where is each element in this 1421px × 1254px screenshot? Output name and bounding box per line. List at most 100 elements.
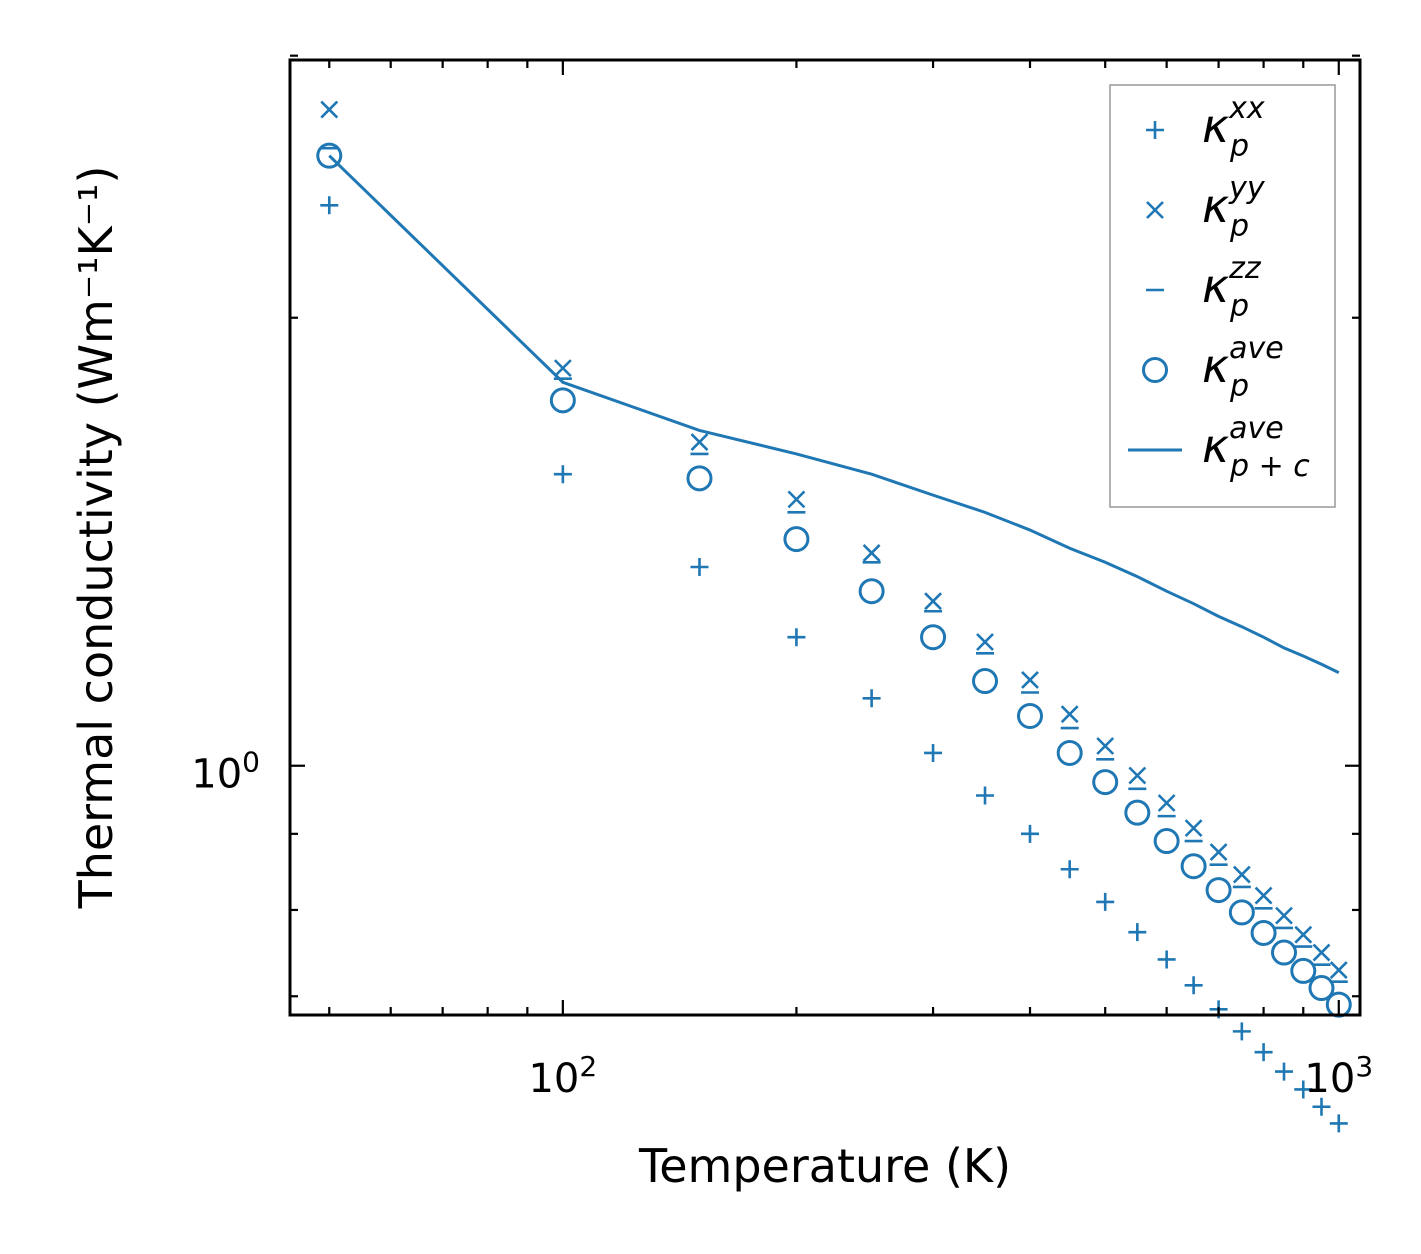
data-point <box>1060 860 1079 879</box>
series-kappa_p+c^ave <box>328 154 1340 674</box>
circle-marker <box>920 624 947 651</box>
data-point <box>320 100 339 119</box>
circle-marker <box>1250 919 1277 946</box>
circle-marker <box>1205 877 1232 904</box>
circle-marker <box>1056 739 1083 766</box>
circle-marker <box>316 142 343 169</box>
plus-marker <box>1146 121 1164 139</box>
circle-marker <box>972 668 999 695</box>
circle-marker <box>1142 357 1168 383</box>
data-point <box>1128 766 1147 785</box>
data-point <box>976 786 995 805</box>
plus-marker <box>320 196 339 215</box>
plus-marker <box>1312 1097 1331 1116</box>
x-marker <box>1184 819 1203 838</box>
data-point <box>553 465 572 484</box>
data-point <box>1153 828 1180 855</box>
plus-marker <box>1060 860 1079 879</box>
data-point <box>787 490 806 509</box>
plus-marker <box>1096 892 1115 911</box>
plus-marker <box>1128 923 1147 942</box>
x-marker <box>976 633 994 651</box>
data-point <box>972 668 999 695</box>
plus-marker <box>1275 1062 1294 1081</box>
circle-marker <box>858 578 885 605</box>
data-point <box>1157 950 1176 969</box>
circle-marker <box>1180 853 1207 880</box>
data-point <box>1096 737 1115 755</box>
plus-marker <box>1329 1114 1348 1133</box>
data-point <box>690 433 709 451</box>
data-point <box>1329 1114 1348 1133</box>
data-point <box>1290 957 1317 984</box>
series-kappa_p^zz <box>320 146 1348 983</box>
data-point <box>920 624 947 651</box>
x-marker <box>690 433 709 451</box>
legend-entry-kappa_p^ave: κave p <box>1142 331 1284 404</box>
plus-marker <box>924 743 943 762</box>
circle-marker <box>1092 769 1119 796</box>
data-point <box>1096 892 1115 911</box>
data-point <box>1232 1022 1251 1041</box>
plus-marker <box>1157 950 1176 969</box>
circle-marker <box>1308 975 1335 1002</box>
plus-marker <box>553 465 572 484</box>
data-point <box>1271 939 1298 966</box>
data-point <box>1017 702 1044 729</box>
x-marker <box>1254 886 1273 905</box>
data-point <box>686 465 713 492</box>
legend-entry-kappa_p^xx: κxx p <box>1146 91 1265 164</box>
data-point <box>316 142 343 169</box>
circle-marker <box>549 387 576 414</box>
data-point <box>1275 906 1293 925</box>
data-point <box>862 543 881 562</box>
legend-entry-kappa_p+c^ave: κave p + c <box>1128 411 1310 484</box>
data-point <box>320 196 339 215</box>
plus-marker <box>787 628 806 647</box>
circle-marker <box>783 526 810 553</box>
data-point <box>783 526 810 553</box>
legend-entry-kappa_p^zz: κzz p <box>1146 251 1262 324</box>
y-tick-label: 100 <box>191 746 260 798</box>
data-point <box>1275 1062 1294 1081</box>
data-point <box>1254 886 1273 905</box>
series-kappa_p^ave <box>316 142 1352 1018</box>
data-point <box>1294 1080 1313 1099</box>
plus-marker <box>1232 1022 1251 1041</box>
data-point <box>976 633 994 651</box>
x-marker <box>862 543 881 562</box>
circle-marker <box>1271 939 1298 966</box>
plus-marker <box>1254 1043 1273 1062</box>
plus-marker <box>690 558 709 577</box>
plus-marker <box>976 786 995 805</box>
data-point <box>1157 794 1176 812</box>
data-point <box>1294 925 1313 944</box>
data-point <box>1254 1043 1273 1062</box>
plus-marker <box>1294 1080 1313 1099</box>
y-axis-label: Thermal conductivity (Wm⁻¹K⁻¹) <box>69 166 123 910</box>
legend-marker <box>1146 121 1164 139</box>
data-point <box>1205 877 1232 904</box>
circle-marker <box>1228 899 1255 926</box>
legend-box <box>1109 84 1336 508</box>
data-point <box>1021 824 1039 843</box>
x-marker <box>1146 201 1164 219</box>
x-marker <box>320 100 339 119</box>
x-marker <box>1329 961 1348 979</box>
data-point <box>1250 919 1277 946</box>
x-marker <box>1096 737 1115 755</box>
series-kappa_p^yy <box>320 100 1348 979</box>
series-kappa_p^xx <box>320 196 1348 1133</box>
legend-label: κave p + c <box>1202 411 1310 484</box>
circle-marker <box>1290 957 1317 984</box>
x-axis-label: Temperature (K) <box>638 1139 1011 1193</box>
data-point <box>1124 799 1151 826</box>
circle-marker <box>1124 799 1151 826</box>
legend-label: κave p <box>1202 331 1284 404</box>
legend-entry-kappa_p^yy: κyy p <box>1146 171 1266 244</box>
x-marker <box>1275 906 1293 925</box>
x-marker <box>787 490 806 509</box>
legend-label: κxx p <box>1202 91 1265 164</box>
data-point <box>924 743 943 762</box>
